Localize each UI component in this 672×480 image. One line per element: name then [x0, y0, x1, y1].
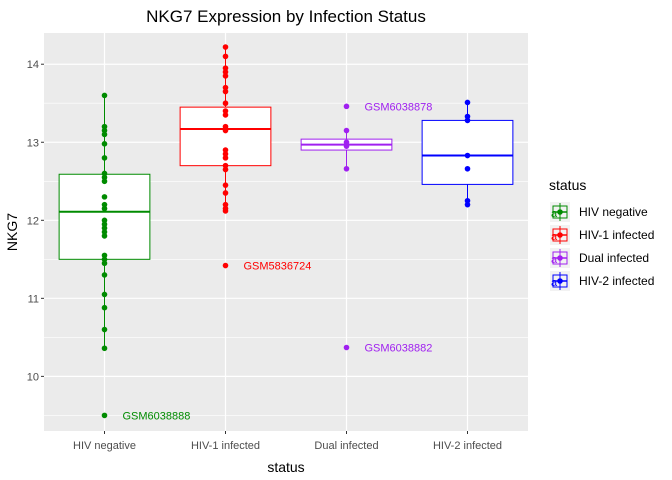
legend-key-text-glyph: a: [551, 231, 558, 243]
y-tick-label: 11: [28, 293, 39, 305]
data-point: [222, 201, 229, 208]
point-annotation: GSM6038882: [365, 342, 433, 354]
y-tick-label: 12: [27, 215, 39, 227]
data-point: [101, 131, 108, 138]
data-point: [101, 127, 108, 134]
data-point: [222, 262, 229, 269]
data-point: [101, 217, 108, 224]
x-axis-title: status: [267, 459, 304, 475]
data-point: [222, 166, 229, 173]
data-point: [222, 112, 229, 118]
data-point: [464, 152, 471, 159]
data-point: [222, 73, 229, 79]
data-point: [222, 100, 229, 107]
point-annotation: GSM5836724: [244, 261, 312, 273]
data-point: [343, 127, 350, 134]
legend-label: HIV negative: [579, 205, 648, 219]
data-point: [101, 345, 108, 352]
legend-label: HIV-2 infected: [579, 274, 654, 288]
data-point: [222, 127, 229, 134]
y-tick-label: 14: [27, 59, 39, 71]
data-point: [101, 174, 108, 181]
data-point: [464, 113, 471, 120]
legend-label: Dual infected: [579, 251, 649, 265]
data-point: [222, 182, 229, 188]
legend-key-text-glyph: a: [551, 208, 558, 220]
data-point: [464, 201, 471, 208]
y-axis: 10 11 12 13 14: [27, 59, 44, 383]
legend-key-point: [557, 255, 563, 261]
data-point: [464, 99, 471, 106]
data-point: [222, 147, 229, 153]
legend-label: HIV-1 infected: [579, 228, 654, 242]
data-point: [101, 221, 108, 227]
annotations: GSM6038888 GSM5836724 GSM6038878 GSM6038882: [123, 101, 433, 422]
legend: status a HIV negative a HIV-1 infected a Dual…: [549, 177, 654, 291]
data-point: [101, 412, 108, 419]
data-point: [101, 205, 108, 212]
data-point: [222, 69, 229, 75]
y-tick-label: 10: [27, 371, 39, 383]
data-point: [222, 155, 229, 161]
data-point: [101, 92, 108, 99]
data-point: [101, 252, 108, 259]
x-axis: HIV negative HIV-1 infected Dual infected H…: [73, 431, 502, 452]
data-point: [101, 291, 108, 298]
point-annotation: GSM6038878: [365, 101, 433, 113]
x-tick-label: HIV negative: [73, 440, 136, 452]
data-point: [343, 165, 350, 172]
x-tick-label: HIV-1 infected: [191, 440, 260, 452]
y-tick-label: 13: [27, 137, 39, 149]
data-point: [101, 201, 108, 208]
data-point: [101, 141, 108, 147]
data-point: [101, 155, 108, 161]
legend-key-text-glyph: a: [551, 277, 558, 289]
data-point: [101, 272, 108, 278]
box: [58, 173, 151, 260]
legend-key-point: [557, 232, 563, 238]
data-point: [101, 256, 108, 263]
legend-key-point: [557, 278, 563, 284]
data-point: [101, 178, 108, 185]
x-tick-label: Dual infected: [314, 440, 378, 452]
data-point: [222, 151, 229, 157]
data-point: [101, 170, 108, 177]
data-point: [101, 260, 108, 267]
legend-title: status: [549, 177, 586, 193]
data-point: [101, 304, 108, 311]
data-point: [222, 162, 229, 169]
data-point: [343, 344, 350, 351]
data-point: [464, 165, 471, 172]
data-point: [343, 143, 350, 149]
data-point: [101, 225, 108, 231]
point-annotation: GSM6038888: [123, 410, 191, 422]
legend-key-point: [557, 209, 563, 215]
data-point: [101, 123, 108, 130]
data-point: [101, 229, 108, 235]
data-point: [343, 103, 350, 110]
points: [101, 44, 471, 419]
x-tick-label: HIV-2 infected: [433, 440, 502, 452]
data-point: [222, 84, 229, 91]
data-point: [222, 53, 229, 60]
legend-key-text-glyph: a: [551, 254, 558, 266]
data-point: [222, 65, 229, 71]
y-axis-title: NKG7: [4, 213, 20, 251]
data-point: [101, 326, 108, 333]
data-point: [222, 208, 229, 214]
data-point: [222, 88, 229, 95]
chart-title: NKG7 Expression by Infection Status: [146, 7, 426, 26]
data-point: [343, 139, 350, 146]
data-point: [464, 117, 471, 124]
data-point: [101, 194, 108, 200]
data-point: [464, 197, 471, 204]
box: [421, 119, 514, 185]
data-point: [222, 108, 229, 114]
data-point: [101, 233, 108, 239]
data-point: [222, 190, 229, 196]
data-point: [222, 44, 229, 50]
